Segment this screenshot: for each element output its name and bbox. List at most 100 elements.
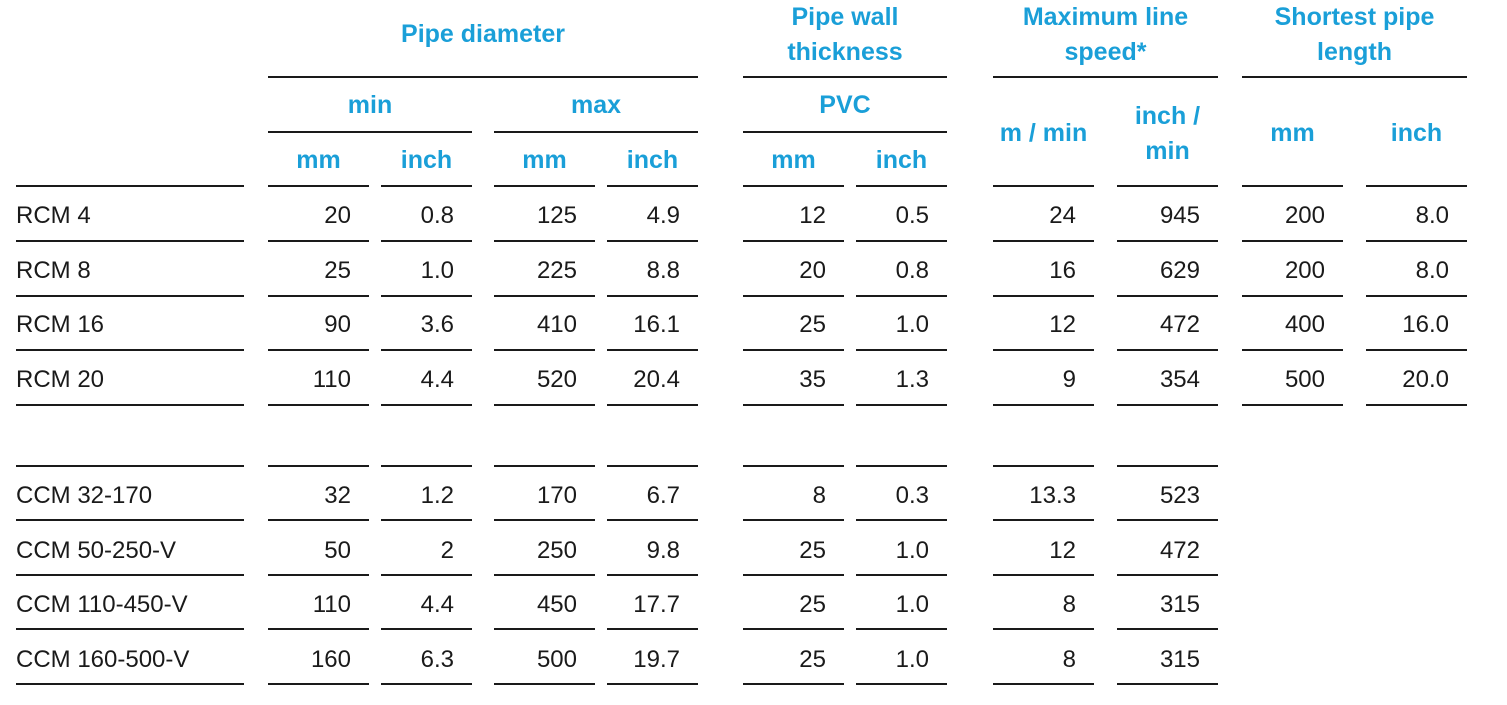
table-row-rule: [607, 404, 698, 406]
table-cell: 110: [312, 591, 351, 619]
table-cell: 3.6: [420, 311, 454, 339]
table-cell: 4.4: [420, 366, 454, 394]
table-row-rule: [1366, 349, 1467, 351]
table-cell: 6.7: [646, 482, 680, 509]
table-cell: 8.8: [646, 256, 680, 284]
table-cell: 8: [1062, 646, 1076, 674]
table-row-rule: [268, 349, 369, 351]
table-row-rule: [1242, 404, 1343, 406]
table-row-rule: [607, 683, 698, 685]
table-cell: 629: [1159, 256, 1200, 284]
rule-header-pipe-diameter: [268, 76, 698, 78]
table-row-rule: [856, 574, 947, 576]
table-row-rule: [1242, 295, 1343, 297]
unit-inch-per-min-line1: inch /: [1134, 102, 1201, 130]
unit-mm-max-diameter: mm: [522, 146, 567, 174]
table-row-rule: [607, 349, 698, 351]
table-row-rule: [1117, 240, 1218, 242]
table-cell: 1.0: [895, 536, 929, 564]
rule-units-col-4: [607, 185, 698, 187]
rule-header-pipe-length: [1242, 76, 1467, 78]
header-shortest-pipe-length-line2: length: [1317, 38, 1392, 66]
table-row-rule: [494, 295, 595, 297]
row-label: RCM 4: [16, 202, 91, 229]
table-row-rule: [16, 519, 244, 521]
table-row-rule: [993, 628, 1094, 630]
table-cell: 110: [312, 366, 351, 394]
table-row-rule: [381, 404, 472, 406]
table-row-rule: [993, 519, 1094, 521]
table-cell: 200: [1284, 256, 1325, 284]
table-row-rule: [743, 295, 844, 297]
table-row-rule: [856, 683, 947, 685]
table-cell: 170: [536, 482, 577, 509]
table-cell: 9: [1062, 366, 1076, 394]
unit-inch-min-diameter: inch: [400, 146, 453, 174]
rule-units-col-7: [993, 185, 1094, 187]
table-row-rule: [381, 683, 472, 685]
rule-units-col-5: [743, 185, 844, 187]
table-row-rule: [1242, 349, 1343, 351]
table-cell: 20: [799, 256, 826, 284]
table-row-rule: [1117, 519, 1218, 521]
table-cell: 160: [310, 646, 351, 674]
table-row-rule: [494, 519, 595, 521]
table-row-rule: [607, 240, 698, 242]
table-row-rule: [16, 349, 244, 351]
unit-inch-per-min-line2: min: [1145, 137, 1190, 165]
rule-ccm-top-1: [268, 465, 369, 467]
table-row-rule: [16, 683, 244, 685]
table-cell: 1.2: [420, 482, 454, 509]
header-pipe-wall-thickness-line1: Pipe wall: [791, 3, 899, 31]
table-cell: 1.0: [895, 591, 929, 619]
table-cell: 24: [1049, 202, 1076, 229]
table-row-rule: [1117, 349, 1218, 351]
table-row-rule: [856, 295, 947, 297]
header-pipe-wall-thickness-line2: thickness: [787, 38, 903, 66]
table-cell: 20.0: [1402, 366, 1449, 394]
table-row-rule: [1117, 683, 1218, 685]
table-row-rule: [743, 404, 844, 406]
table-cell: 25: [799, 536, 826, 564]
header-pipe-wall-thickness: Pipe wall thickness: [743, 0, 947, 70]
table-row-rule: [381, 574, 472, 576]
unit-inch-wall: inch: [875, 146, 928, 174]
table-row-rule: [607, 574, 698, 576]
unit-inch-length: inch: [1390, 119, 1443, 147]
table-cell: 125: [536, 202, 577, 229]
table-row-rule: [743, 349, 844, 351]
table-row-rule: [1366, 404, 1467, 406]
rule-units-col-6: [856, 185, 947, 187]
table-row-rule: [494, 404, 595, 406]
rule-ccm-top-7: [993, 465, 1094, 467]
table-cell: 12: [1049, 311, 1076, 339]
rule-units-col-2: [381, 185, 472, 187]
table-row-rule: [268, 295, 369, 297]
table-cell: 8.0: [1415, 202, 1449, 229]
table-row-rule: [1366, 295, 1467, 297]
table-row-rule: [856, 519, 947, 521]
table-row-rule: [993, 349, 1094, 351]
table-cell: 4.9: [646, 202, 680, 229]
table-row-rule: [993, 404, 1094, 406]
rule-units-col-1: [268, 185, 369, 187]
table-row-rule: [381, 519, 472, 521]
header-shortest-pipe-length: Shortest pipe length: [1242, 0, 1467, 70]
table-cell: 1.0: [895, 311, 929, 339]
rule-units-col-3: [494, 185, 595, 187]
rule-units-col-8: [1117, 185, 1218, 187]
table-cell: 25: [324, 256, 351, 284]
rule-ccm-top-0: [16, 465, 244, 467]
table-cell: 8.0: [1415, 256, 1449, 284]
table-cell: 90: [324, 311, 351, 339]
table-row-rule: [381, 240, 472, 242]
table-row-rule: [494, 574, 595, 576]
subheader-pvc: PVC: [819, 91, 871, 119]
rule-subheader-pvc: [743, 131, 947, 133]
table-row-rule: [607, 628, 698, 630]
table-row-rule: [16, 295, 244, 297]
table-cell: 17.7: [633, 591, 680, 619]
rule-ccm-top-3: [494, 465, 595, 467]
row-label: RCM 20: [16, 366, 105, 394]
table-cell: 315: [1159, 646, 1200, 674]
